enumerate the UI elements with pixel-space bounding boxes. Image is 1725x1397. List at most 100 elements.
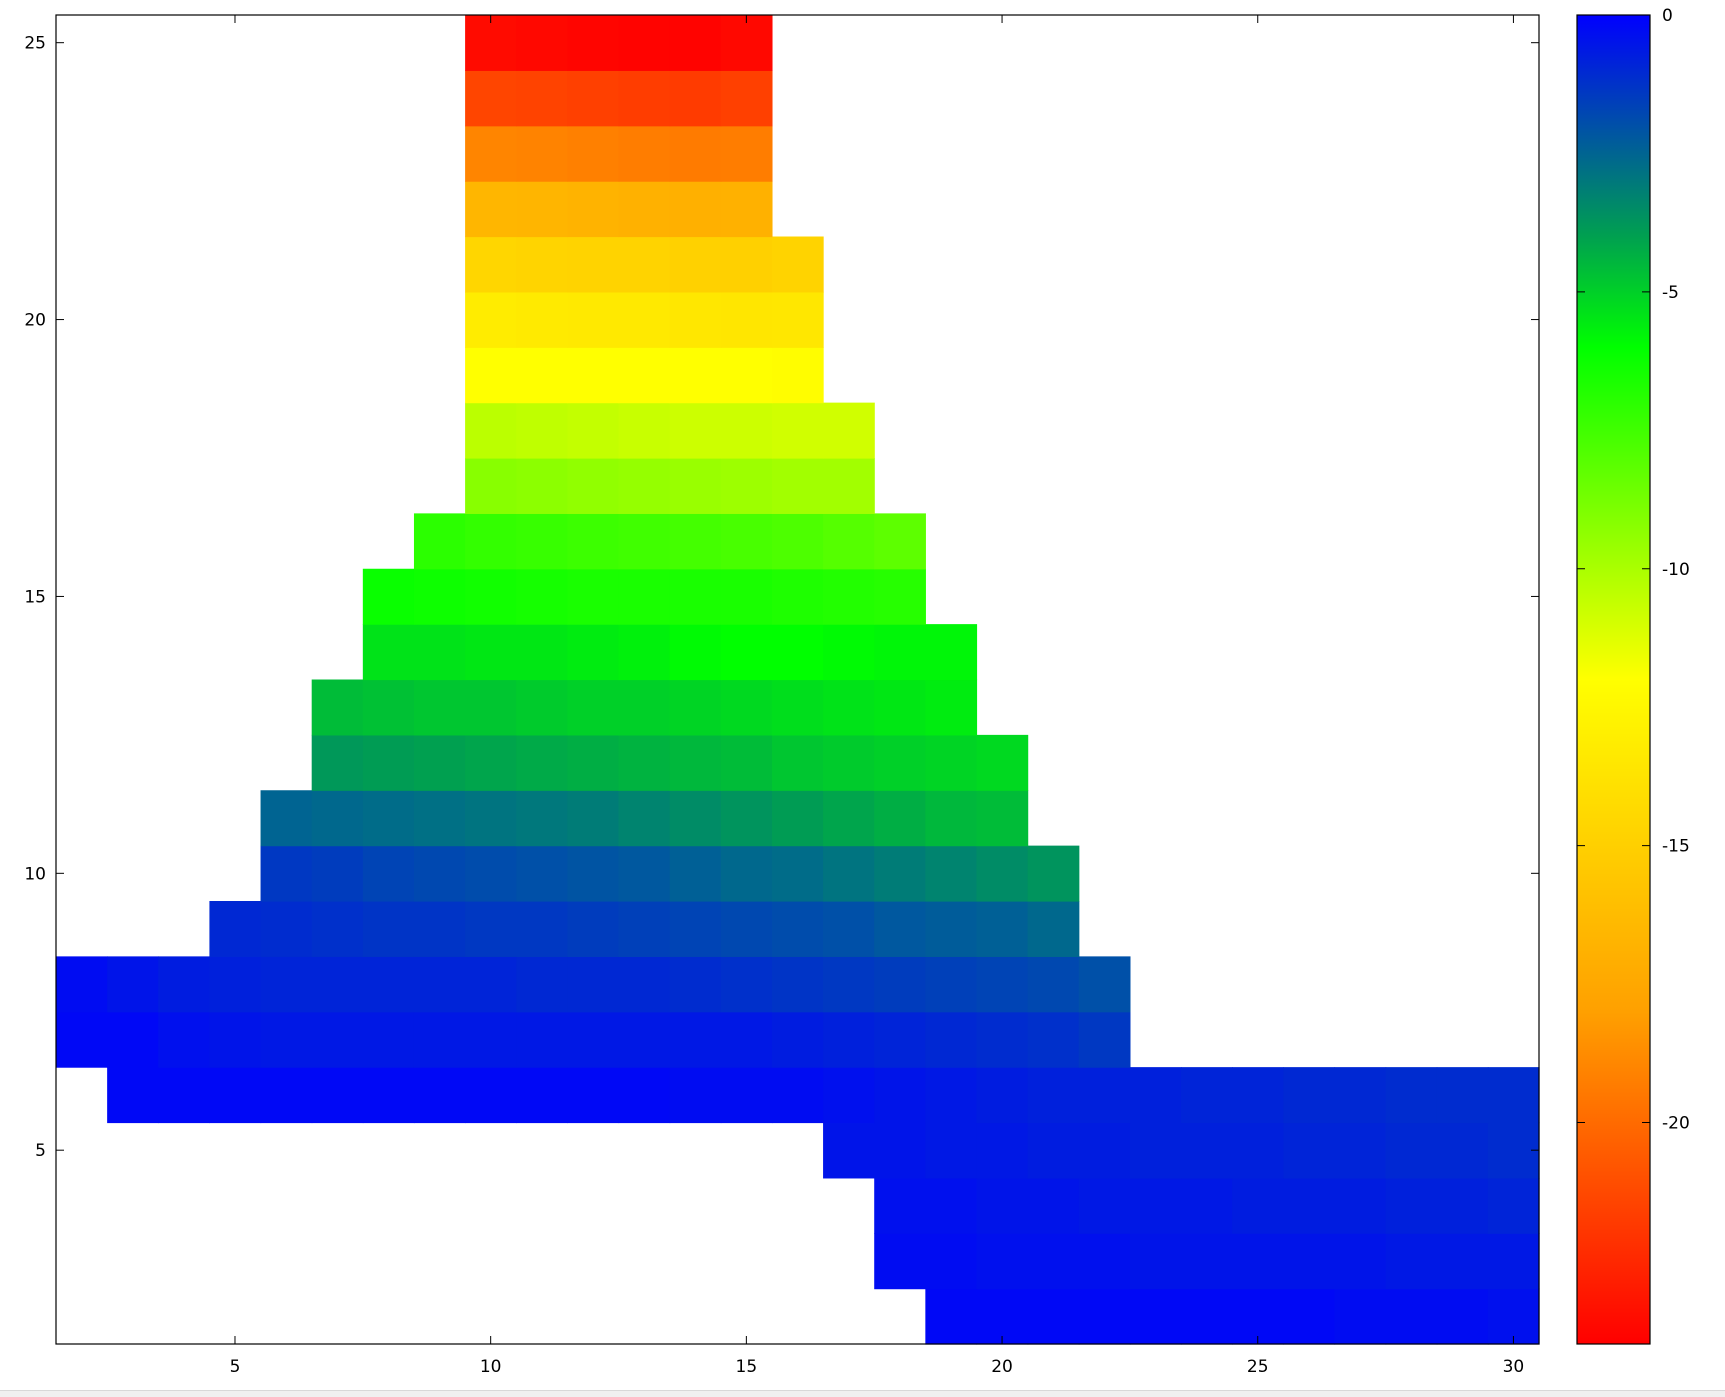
- heatmap-cell: [516, 125, 568, 182]
- heatmap-cell: [516, 956, 568, 1013]
- heatmap-cell: [669, 402, 722, 459]
- heatmap-cell: [1078, 1233, 1131, 1290]
- heatmap-cell: [771, 845, 824, 902]
- heatmap-cell: [720, 15, 773, 71]
- heatmap-cell: [874, 1233, 926, 1290]
- heatmap-cell: [669, 458, 722, 514]
- heatmap-cell: [618, 291, 671, 348]
- heatmap-cell: [669, 236, 722, 293]
- heatmap-cell: [516, 1067, 568, 1124]
- heatmap-cell: [720, 1011, 773, 1068]
- heatmap-cell: [925, 956, 978, 1013]
- heatmap-cell: [567, 291, 620, 348]
- heatmap-cell: [1385, 1122, 1438, 1179]
- heatmap-cell: [567, 901, 620, 957]
- colorbar-tick-label: 0: [1662, 6, 1673, 26]
- heatmap-cell: [1487, 1177, 1540, 1234]
- heatmap-cell: [413, 901, 466, 957]
- heatmap-cell: [874, 845, 926, 902]
- heatmap-cell: [669, 679, 722, 736]
- heatmap-cell: [925, 1011, 978, 1068]
- heatmap-cell: [567, 1067, 620, 1124]
- heatmap-cell: [516, 1011, 568, 1068]
- heatmap-cell: [1487, 1288, 1540, 1345]
- heatmap-cell: [1027, 1011, 1080, 1068]
- heatmap-cell: [567, 181, 620, 238]
- heatmap-cell: [413, 790, 466, 847]
- heatmap-cell: [669, 1067, 722, 1124]
- heatmap-cell: [158, 956, 211, 1013]
- heatmap-cell: [567, 734, 620, 791]
- heatmap-cell: [362, 1067, 415, 1124]
- heatmap-cell: [669, 624, 722, 681]
- heatmap-cell: [823, 790, 875, 847]
- heatmap-cell: [720, 734, 773, 791]
- heatmap-cell: [874, 568, 926, 625]
- heatmap-cell: [516, 901, 568, 957]
- heatmap-cell: [823, 568, 875, 625]
- heatmap-cell: [567, 15, 620, 71]
- heatmap-cell: [976, 956, 1029, 1013]
- heatmap-cell: [976, 1067, 1029, 1124]
- heatmap-cell: [516, 291, 568, 348]
- heatmap-cell: [925, 1288, 978, 1345]
- heatmap-cell: [1027, 1233, 1080, 1290]
- heatmap-cell: [823, 513, 875, 570]
- heatmap-cell: [720, 568, 773, 625]
- y-axis: 5 10 15 20 25: [24, 34, 1539, 1161]
- heatmap-cell: [874, 513, 926, 570]
- heatmap-cell: [465, 845, 517, 902]
- heatmap-cell: [209, 1011, 262, 1068]
- colorbar-tick-label: -5: [1662, 283, 1679, 303]
- heatmap-cell: [311, 679, 364, 736]
- heatmap-cell: [465, 1011, 517, 1068]
- heatmap-cell: [567, 513, 620, 570]
- heatmap-cell: [976, 790, 1029, 847]
- heatmap-cell: [465, 125, 517, 182]
- x-tick-label: 20: [991, 1357, 1013, 1377]
- heatmap-cell: [925, 1233, 978, 1290]
- heatmap-cell: [567, 1011, 620, 1068]
- heatmap-cell: [618, 458, 671, 514]
- heatmap-cell: [771, 1067, 824, 1124]
- colorbar-tick-label: -20: [1662, 1114, 1690, 1134]
- heatmap-cell: [260, 845, 313, 902]
- heatmap-cell: [362, 624, 415, 681]
- heatmap-cell: [567, 790, 620, 847]
- heatmap-cell: [720, 901, 773, 957]
- heatmap-cell: [465, 181, 517, 238]
- heatmap-cell: [720, 291, 773, 348]
- heatmap-cell: [618, 1011, 671, 1068]
- heatmap-cell: [516, 70, 568, 127]
- heatmap-cell: [618, 901, 671, 957]
- heatmap-cell: [823, 402, 875, 459]
- heatmap-cell: [1334, 1122, 1387, 1179]
- heatmap-cell: [720, 956, 773, 1013]
- heatmap-cell: [311, 790, 364, 847]
- heatmap-cell: [669, 790, 722, 847]
- heatmap-cell: [771, 236, 824, 293]
- heatmap-cell: [465, 568, 517, 625]
- heatmap-cell: [669, 901, 722, 957]
- heatmap-cell: [618, 845, 671, 902]
- heatmap-cell: [669, 513, 722, 570]
- heatmap-cell: [669, 15, 722, 71]
- heatmap-cell: [669, 125, 722, 182]
- heatmap-cell: [1129, 1177, 1182, 1234]
- heatmap-cell: [669, 568, 722, 625]
- heatmap-cell: [413, 513, 466, 570]
- heatmap-cell: [976, 734, 1029, 791]
- heatmap-cell: [771, 679, 824, 736]
- heatmap-cell: [209, 956, 262, 1013]
- heatmap-cell: [771, 790, 824, 847]
- heatmap-cell: [311, 1011, 364, 1068]
- heatmap-cell: [771, 347, 824, 404]
- heatmap-cell: [1129, 1122, 1182, 1179]
- heatmap-cell: [1232, 1177, 1284, 1234]
- heatmap-cell: [1027, 1067, 1080, 1124]
- heatmap-cell: [465, 458, 517, 514]
- heatmap-cell: [925, 679, 978, 736]
- heatmap-cell: [260, 956, 313, 1013]
- heatmap-cell: [1232, 1233, 1284, 1290]
